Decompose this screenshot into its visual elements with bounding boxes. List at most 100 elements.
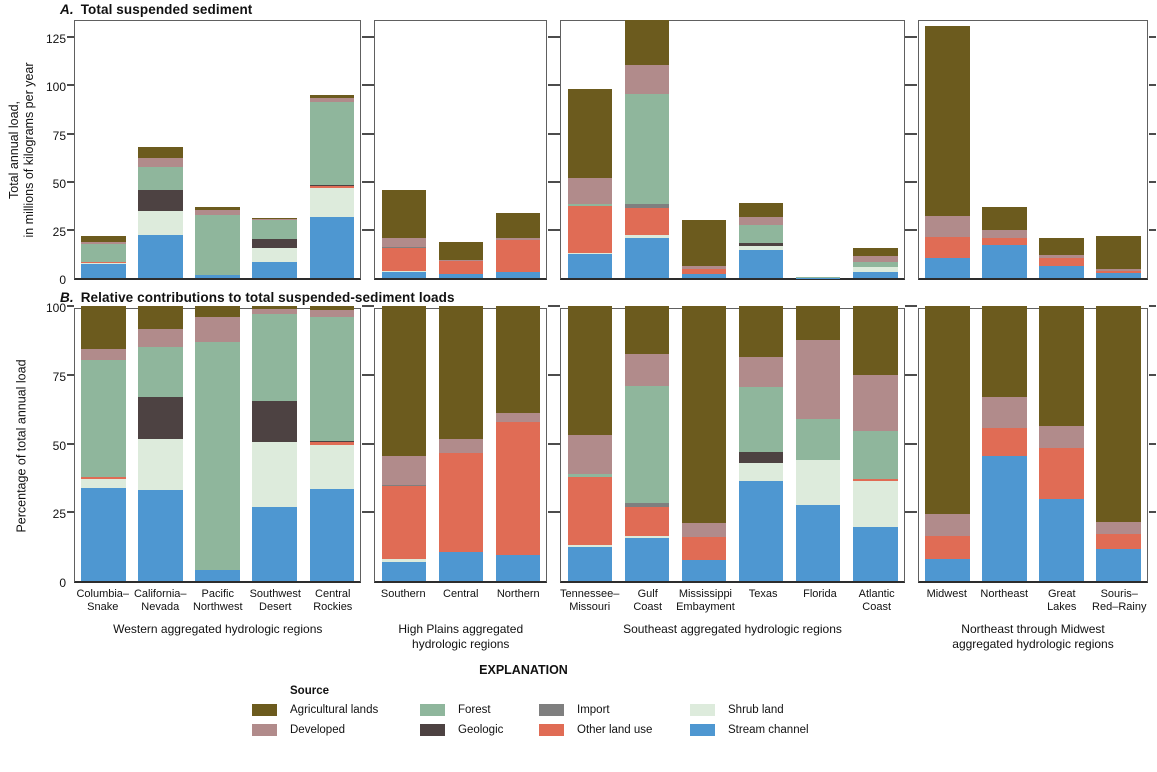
- bar-slot: [847, 306, 904, 581]
- axis-tick: [366, 511, 374, 514]
- y-tick-label: 100: [45, 301, 66, 315]
- bar-segment-other: [309, 185, 355, 188]
- bar-souris–-red–rainy: [1096, 235, 1141, 278]
- bar-great-lakes: [1039, 306, 1084, 581]
- bar-segment-stream: [681, 560, 727, 581]
- panel-a-title-text: Total suspended sediment: [80, 2, 253, 17]
- bar-segment-developed: [925, 216, 970, 237]
- x-axis-group-labels: Western aggregated hydrologic regions Hig…: [74, 614, 1148, 651]
- group-label: High Plains aggregated hydrologic region…: [398, 622, 524, 651]
- explanation-heading: EXPLANATION: [479, 663, 568, 677]
- legend-label-forest: Forest: [458, 704, 491, 716]
- legend-columns: Agricultural lands Developed Forest Geologi…: [252, 704, 1157, 736]
- bar-label: Texas: [748, 588, 778, 600]
- axis-tick: [552, 305, 560, 307]
- bar-label: Gulf Coast: [633, 588, 663, 613]
- bar-segment-developed: [138, 157, 183, 168]
- bar-segment-agricultural: [624, 306, 670, 355]
- axis-tick: [366, 228, 374, 231]
- bar-segment-geologic: [738, 242, 784, 246]
- axis-tick: [905, 132, 913, 135]
- bar-segment-agricultural: [195, 306, 240, 317]
- y-tick-label: 0: [59, 576, 66, 590]
- bar-slot: [489, 306, 546, 581]
- legend-source-title: Source: [290, 685, 329, 697]
- axis-tick: [552, 228, 560, 231]
- x-axis-bar-labels: Columbia– Snake California– Nevada Pacific…: [74, 583, 1148, 614]
- legend-item-shrub: Shrub land: [690, 704, 809, 716]
- bar-segment-shrub: [81, 262, 126, 264]
- panel-b-panels: [66, 305, 1156, 583]
- bar-segment-agricultural: [381, 190, 427, 238]
- bar-segment-other: [1096, 270, 1141, 274]
- bar-segment-developed: [624, 65, 670, 95]
- bar-southern: [381, 306, 427, 581]
- bar-texas: [738, 306, 784, 581]
- bar-segment-forest: [138, 167, 183, 191]
- bar-segment-shrub: [138, 439, 183, 491]
- bar-segment-stream: [309, 216, 355, 278]
- bar-segment-agricultural: [982, 206, 1027, 230]
- bar-area: [75, 306, 360, 581]
- bar-segment-developed: [252, 308, 297, 315]
- axis-tick: [1148, 228, 1156, 231]
- axis-tick: [905, 511, 913, 514]
- shrub-swatch: [690, 704, 715, 716]
- axis-tick: [1148, 511, 1156, 514]
- bar-segment-agricultural: [795, 306, 841, 341]
- bar-segment-developed: [195, 209, 240, 216]
- bar-segment-shrub: [738, 245, 784, 251]
- axis-tick: [66, 132, 74, 135]
- axis-tick: [361, 373, 369, 376]
- bar-segment-stream: [982, 455, 1027, 581]
- y-tick-label: 50: [52, 438, 66, 453]
- bar-slot: [375, 21, 432, 278]
- bar-segment-forest: [81, 244, 126, 263]
- axis-tick: [552, 180, 560, 183]
- bar-label: Florida: [803, 588, 837, 600]
- bar-segment-shrub: [853, 267, 898, 273]
- bar-segment-agricultural: [982, 306, 1027, 397]
- bar-segment-stream: [567, 546, 613, 581]
- agricultural-swatch: [252, 704, 277, 716]
- axis-tick: [910, 442, 918, 445]
- bar-segment-other: [81, 476, 126, 480]
- legend-label-stream: Stream channel: [728, 724, 809, 736]
- bar-area: [375, 306, 546, 581]
- axis-tick: [66, 373, 74, 376]
- axis-tick: [366, 373, 374, 376]
- bar-atlantic-coast: [853, 248, 898, 278]
- panel-b-title: B. Relative contributions to total suspen…: [60, 290, 1157, 305]
- bar-slot: [432, 21, 489, 278]
- bar-slot: [733, 306, 790, 581]
- bar-segment-shrub: [381, 559, 427, 562]
- bar-segment-stream: [438, 274, 484, 278]
- legend-item-other: Other land use: [539, 724, 690, 736]
- bar-segment-developed: [138, 329, 183, 348]
- bar-gulf-coast: [624, 20, 670, 278]
- bar-segment-stream: [81, 487, 126, 581]
- bar-segment-agricultural: [438, 306, 484, 440]
- bar-segment-developed: [252, 218, 297, 220]
- bar-label: Souris– Red–Rainy: [1092, 588, 1147, 613]
- bar-segment-other: [624, 207, 670, 235]
- panel-b-western-plot: [66, 305, 369, 583]
- group-label: Northeast through Midwest aggregated hyd…: [952, 622, 1114, 651]
- panel-a-row: Total annual load, in millions of kilogr…: [0, 20, 1157, 287]
- bar-segment-agricultural: [925, 25, 970, 217]
- bar-segment-stream: [567, 254, 613, 278]
- bar-segment-agricultural: [495, 212, 541, 239]
- bar-segment-stream: [681, 273, 727, 278]
- bar-slot: [1033, 306, 1090, 581]
- axis-tick: [66, 511, 74, 514]
- bar-label: Southern: [380, 588, 426, 600]
- bar-slot: [375, 306, 432, 581]
- bar-label-group: Southern Central Northern: [375, 583, 548, 614]
- bar-central-rockies: [309, 306, 355, 581]
- y-tick-label: 125: [45, 32, 66, 47]
- y-tick-label: 25: [52, 507, 66, 522]
- axis-tick: [361, 442, 369, 445]
- axis-tick: [66, 228, 74, 231]
- bar-segment-geologic: [738, 451, 784, 463]
- bar-label: Pacific Northwest: [192, 588, 243, 613]
